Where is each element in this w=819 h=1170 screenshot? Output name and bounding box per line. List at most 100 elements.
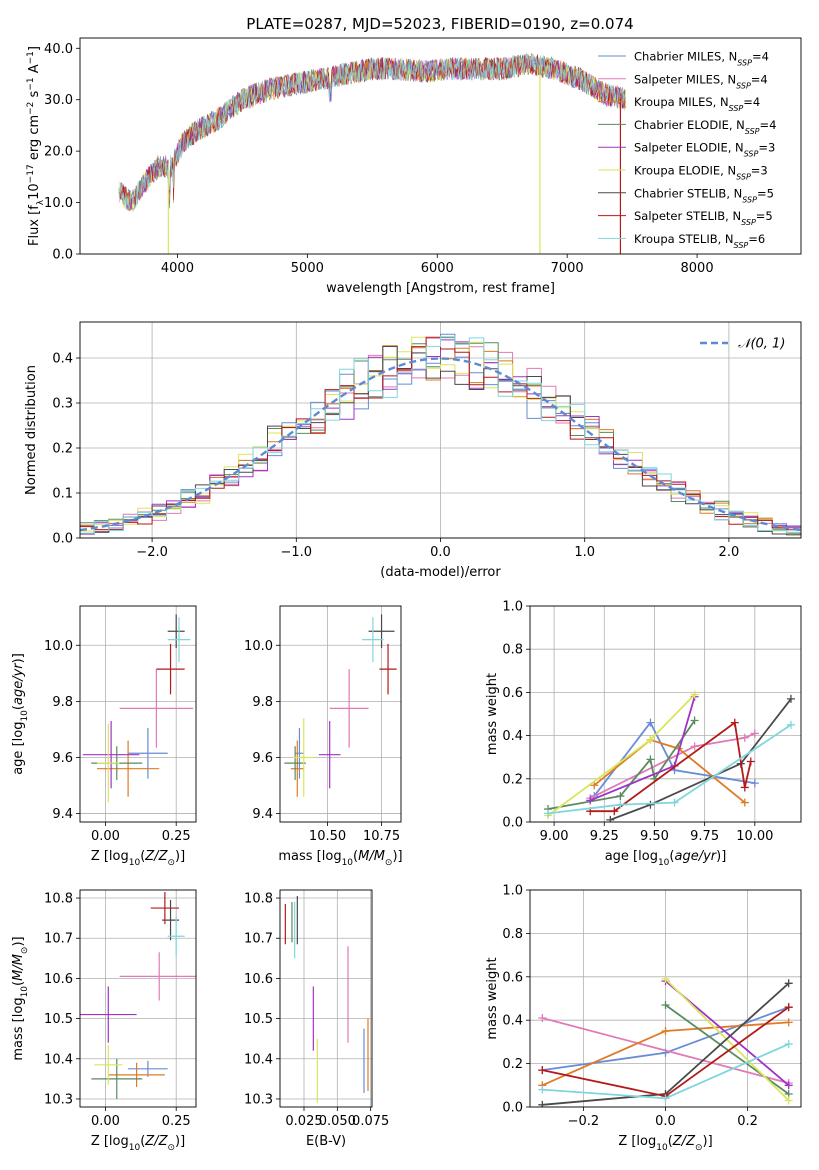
legend-label-base: Salpeter ELODIE, N: [634, 141, 744, 155]
legend-label-salpeter-elodie: Salpeter ELODIE, NSSP=3: [634, 141, 775, 159]
x-tick-label: 0.0: [655, 1114, 676, 1129]
legend-label-base: Chabrier ELODIE, N: [634, 118, 745, 132]
x-tick-label: 0.00: [91, 1114, 120, 1129]
x-axis-label-part: Z [log: [91, 849, 129, 864]
y-tick-label: 10.7: [244, 932, 273, 947]
y-axis-label-part: ]: [27, 46, 42, 51]
axes-frame: [279, 889, 373, 1108]
plot-content: [80, 892, 196, 1099]
series-marker: [740, 733, 749, 742]
y-tick-label: 0.6: [502, 686, 523, 701]
x-tick-label: 9.75: [690, 829, 719, 844]
y-tick-label: 0.8: [502, 927, 523, 942]
series-marker: [786, 720, 795, 729]
y-tick-label: 10.4: [244, 1052, 273, 1067]
plot-area: [530, 606, 801, 822]
x-tick-label: 0.25: [162, 1114, 191, 1129]
x-axis-label: mass [log10(M/M⊙)]: [278, 849, 402, 868]
series-marker: [538, 1066, 547, 1075]
legend-label-tail: =3: [751, 164, 768, 178]
legend-label-base: Salpeter STELIB, N: [634, 209, 741, 223]
point-chabrier-miles: [128, 1060, 168, 1077]
x-axis-label-part: 10: [129, 858, 141, 868]
legend-label-base: Kroupa MILES, N: [634, 95, 729, 109]
x-axis-label-part: )]: [716, 849, 726, 864]
series-marker: [670, 798, 679, 807]
series-marker: [750, 779, 759, 788]
legend-label-tail: =4: [751, 72, 768, 86]
legend-label-tail: =4: [752, 50, 769, 64]
x-axis-label-part: (: [669, 849, 674, 864]
x-tick-label: 0.025: [285, 1114, 322, 1129]
legend-label-kroupa-miles: Kroupa MILES, NSSP=4: [634, 95, 760, 113]
y-axis-label-part: −1: [26, 51, 36, 64]
point-kroupa-stelib: [167, 916, 185, 957]
plot-content: [284, 614, 397, 797]
x-axis-label-part: )]: [703, 1134, 713, 1149]
series-marker: [746, 757, 755, 766]
y-tick-label: 0.2: [52, 442, 73, 457]
x-tick-label: 2.0: [719, 545, 740, 560]
point-kroupa-stelib: [362, 617, 384, 663]
series-marker: [784, 979, 793, 988]
y-axis-label-part: (: [11, 705, 26, 710]
y-tick-label: 0.0: [52, 532, 73, 547]
legend-label-salpeter-stelib: Salpeter STELIB, NSSP=5: [634, 209, 773, 227]
x-tick-label: 8000: [681, 261, 714, 276]
y-tick-label: 1.0: [502, 600, 523, 615]
point-kroupa-stelib: [167, 617, 191, 663]
y-tick-label: 30.0: [44, 93, 73, 108]
x-axis-label-part: (: [140, 849, 145, 864]
x-axis-label-part: age [log: [605, 849, 658, 864]
y-axis-label-part: (: [11, 981, 26, 986]
legend-label-chabrier-miles: Chabrier MILES, NSSP=4: [634, 50, 769, 68]
point-chabrier-stelib: [167, 614, 185, 649]
x-tick-label: −1.0: [281, 545, 313, 560]
plot-area: [280, 606, 401, 822]
series-marker: [646, 800, 655, 809]
y-tick-label: 0.1: [52, 487, 73, 502]
plot-content: [82, 614, 194, 803]
x-axis-label-part: Z/Z: [144, 1134, 168, 1149]
histogram-kroupa-elodie: [80, 336, 801, 536]
y-axis-label-part: 10: [20, 986, 30, 998]
x-axis-label-part: )]: [392, 849, 402, 864]
y-tick-label: 10.5: [244, 1012, 273, 1027]
legend-label-base: Kroupa ELODIE, N: [634, 164, 736, 178]
chart-mass-weight-vs-age: 9.00 9.25 9.50 9.75 10.00 0.0 0.2 0.4 0.6 0.8 1.0 a…: [485, 600, 802, 868]
series-marker: [606, 815, 615, 822]
x-axis-label-part: ⊙: [385, 858, 393, 868]
x-tick-label: 10.00: [736, 829, 773, 844]
x-tick-label: 0.00: [91, 829, 120, 844]
plot-content: [538, 974, 793, 1107]
y-tick-label: 0.4: [502, 1014, 523, 1029]
y-axis-label-part: Flux [f: [27, 205, 42, 246]
point-kroupa-elodie: [292, 718, 315, 797]
legend-label-gaussian: 𝒩(0, 1): [738, 337, 785, 352]
series-marker: [661, 1027, 670, 1036]
figure-title: PLATE=0287, MJD=52023, FIBERID=0190, z=0…: [246, 15, 633, 33]
legend-label-sub: SSP: [741, 218, 756, 227]
series-marker: [538, 1085, 547, 1094]
point-kroupa-elodie: [96, 723, 120, 803]
y-tick-label: 0.0: [52, 248, 73, 263]
series-line: [542, 1017, 789, 1084]
chart-residual-histogram: −2.0 −1.0 0.0 1.0 2.0 0.0 0.1 0.2 0.3 0.4 (data-mo…: [24, 321, 802, 580]
legend-label-tail: =3: [758, 141, 775, 155]
y-axis-label: age [log10(age/yr)]: [11, 653, 30, 775]
x-axis-label-part: wavelength [Angstrom, rest frame]: [326, 281, 555, 296]
y-axis-label-part: age [log: [11, 722, 26, 775]
legend-label-tail: =5: [756, 209, 773, 223]
y-tick-label: 0.3: [52, 397, 73, 412]
legend-label-kroupa-stelib: Kroupa STELIB, NSSP=6: [634, 232, 765, 250]
x-axis-label-part: 10: [129, 1143, 141, 1153]
point-salpeter-elodie: [80, 986, 137, 1043]
series-marker: [690, 742, 699, 751]
chart-spectrum: 4000 5000 6000 7000 8000 0.0 10.0 20.0 30.0 40.0 w…: [26, 37, 802, 296]
y-tick-label: 20.0: [44, 145, 73, 160]
y-axis-label-part: A: [27, 64, 42, 77]
legend-label-sub: SSP: [736, 172, 751, 181]
plot-content: [544, 690, 795, 822]
